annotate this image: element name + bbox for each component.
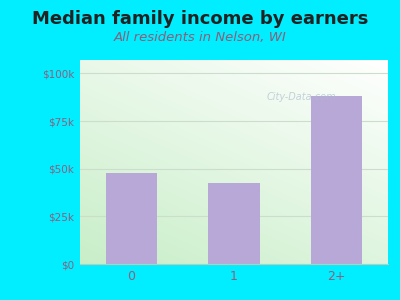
Bar bbox=[106, 173, 157, 264]
Text: City-Data.com: City-Data.com bbox=[267, 92, 336, 102]
Text: Median family income by earners: Median family income by earners bbox=[32, 11, 368, 28]
Bar bbox=[208, 183, 260, 264]
Bar bbox=[311, 96, 362, 264]
Text: All residents in Nelson, WI: All residents in Nelson, WI bbox=[114, 32, 286, 44]
